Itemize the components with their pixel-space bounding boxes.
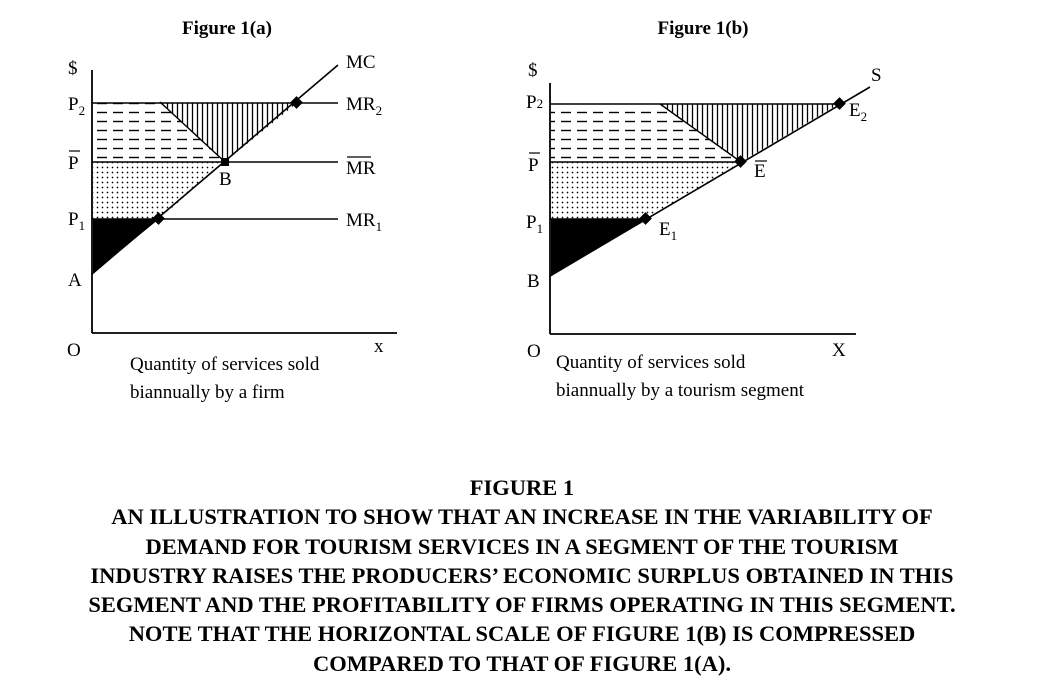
caption-line-3: DEMAND FOR TOURISM SERVICES IN A SEGMENT… [145, 533, 899, 559]
figure-1b-y-axis-label: $ [528, 60, 538, 81]
figure-1a-mc-label: MC [346, 52, 376, 73]
figure-1b-x-axis-label: X [832, 340, 846, 361]
figure-1b-vertical-hatched-area [661, 104, 839, 162]
figure-1a-vertical-hatched-area [162, 103, 297, 162]
figure-1b: Figure 1(b) $ P2 P P1 B O X S E2 E [526, 18, 882, 401]
figure-1a-x-axis-label: x [374, 336, 384, 357]
figure-1a: Figure 1(a) $ P2 P P1 A O x B MC MR2 MR [67, 18, 397, 403]
figure-1b-title: Figure 1(b) [658, 18, 749, 39]
figure-1b-description-line1: Quantity of services sold [556, 352, 746, 373]
figure-1a-y-axis-label: $ [68, 58, 78, 79]
figure-caption: FIGURE 1 AN ILLUSTRATION TO SHOW THAT AN… [20, 473, 1024, 678]
figure-1b-dotted-area [551, 162, 741, 219]
economics-diagram: Figure 1(a) $ P2 P P1 A O x B MC MR2 MR [67, 18, 882, 403]
caption-line-5: SEGMENT AND THE PROFITABILITY OF FIRMS O… [88, 592, 956, 618]
figure-1a-mr2-label: MR2 [346, 94, 382, 118]
figure-1b-e2-label: E2 [849, 100, 867, 124]
figure-1a-description-line2: biannually by a firm [130, 382, 285, 403]
figure-1a-point-mr1 [152, 212, 165, 225]
figure-1a-p1-label: P1 [68, 209, 85, 233]
figure-1b-pbar-label: P [528, 155, 539, 176]
figure-1a-dashed-area [93, 103, 225, 162]
figure-1a-title: Figure 1(a) [182, 18, 272, 39]
figure-1b-p1-label: P1 [526, 212, 543, 236]
figure-1b-b-label: B [527, 271, 540, 292]
caption-line-1: FIGURE 1 [469, 475, 575, 500]
figure-1a-p2-label: P2 [68, 94, 85, 118]
figure-1b-supply-curve [549, 86, 871, 277]
figure-1a-dotted-area [93, 162, 225, 219]
figure-1a-pbar-label: P [68, 153, 79, 174]
figure-1b-e1-label: E1 [659, 219, 677, 243]
figure-1b-ebar-label: E [754, 161, 766, 182]
caption-line-6: NOTE THAT THE HORIZONTAL SCALE OF FIGURE… [128, 621, 916, 647]
figure-1b-diagonal-line [659, 103, 742, 163]
figure-1b-p2-label: P2 [526, 92, 543, 113]
figure-1a-origin-label: O [67, 340, 81, 361]
figure-1a-b-label: B [219, 169, 232, 190]
figure-1b-s-label: S [871, 65, 882, 86]
caption-line-4: INDUSTRY RAISES THE PRODUCERS’ ECONOMIC … [90, 562, 954, 588]
figure-1a-point-b [221, 158, 229, 166]
figure-1b-description-line2: biannually by a tourism segment [556, 380, 805, 401]
figure-1a-point-mr2 [290, 96, 303, 109]
figure-1a-mrbar-label: MR [346, 158, 376, 179]
figure-1a-a-label: A [68, 270, 82, 291]
figure-1b-origin-label: O [527, 341, 541, 362]
figure-1a-diagonal-line [159, 101, 226, 163]
figure-1b-dashed-area [551, 104, 741, 162]
caption-line-7: COMPARED TO THAT OF FIGURE 1(A). [313, 650, 731, 676]
figure-1a-mr1-label: MR1 [346, 210, 382, 234]
figure-1a-description-line1: Quantity of services sold [130, 354, 320, 375]
caption-line-2: AN ILLUSTRATION TO SHOW THAT AN INCREASE… [111, 504, 933, 530]
